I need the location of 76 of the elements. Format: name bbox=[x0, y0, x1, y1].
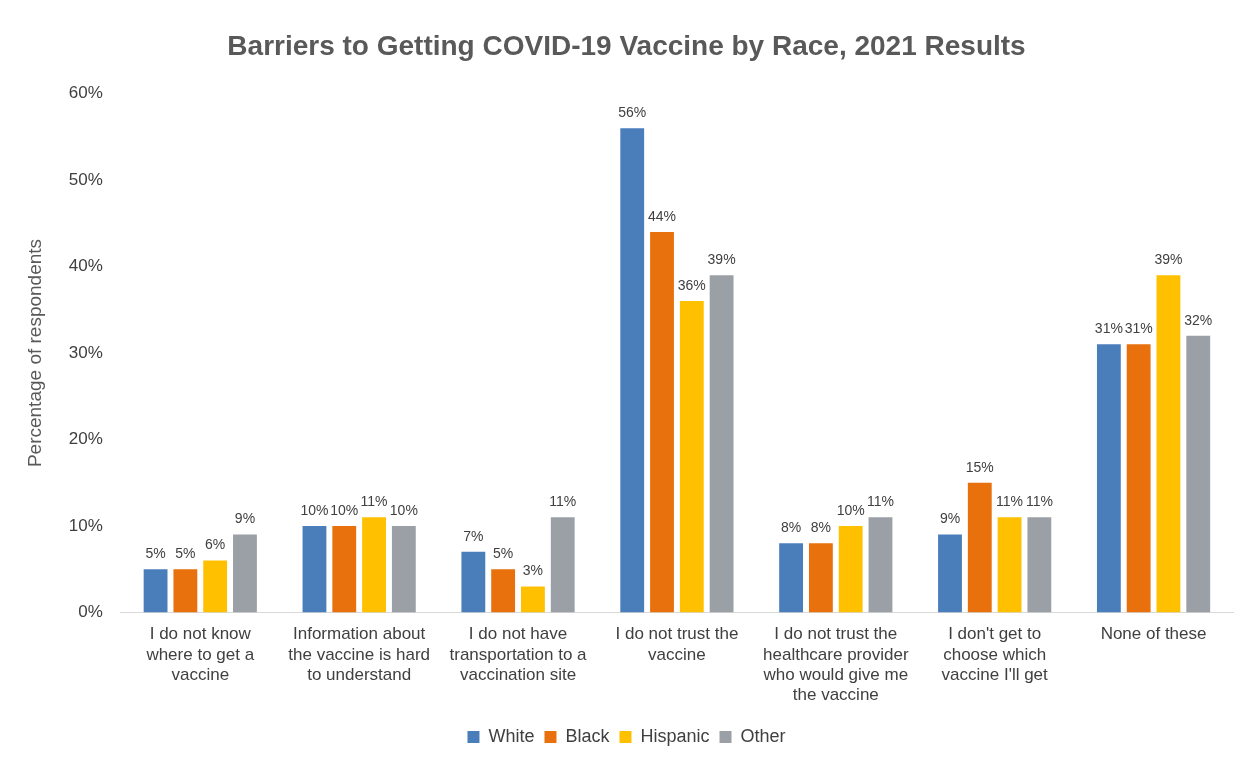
data-label: 9% bbox=[939, 510, 961, 527]
y-tick-label: 60% bbox=[68, 83, 103, 103]
bar bbox=[1126, 344, 1151, 613]
data-label: 11% bbox=[1025, 493, 1053, 510]
data-label: 10% bbox=[330, 501, 359, 518]
data-label: 11% bbox=[549, 493, 577, 510]
x-tick-label: Information about the vaccine is hard to understand bbox=[288, 624, 431, 685]
data-label: 9% bbox=[234, 510, 256, 527]
data-label: 11% bbox=[866, 493, 894, 510]
data-label: 31% bbox=[1124, 320, 1153, 337]
y-tick-label: 0% bbox=[78, 602, 103, 622]
bar bbox=[173, 569, 198, 613]
bar bbox=[461, 551, 486, 613]
bar bbox=[362, 517, 386, 613]
bar bbox=[997, 517, 1022, 613]
data-label: 10% bbox=[300, 501, 329, 518]
chart-title: Barriers to Getting COVID-19 Vaccine by Race, 2021 Results bbox=[227, 29, 1026, 61]
bar bbox=[709, 275, 734, 613]
bar bbox=[491, 569, 516, 613]
bar bbox=[1156, 275, 1181, 613]
bar bbox=[233, 534, 257, 613]
x-tick-label: I do not trust the healthcare provider who would give me the vaccine bbox=[762, 624, 909, 705]
x-tick-label: I do not know where to get a vaccine bbox=[145, 624, 255, 685]
y-tick-label: 40% bbox=[68, 256, 103, 276]
bar bbox=[650, 231, 674, 613]
data-label: 5% bbox=[493, 545, 514, 562]
x-tick-label: I don't get to choose which vaccine I'll get bbox=[941, 624, 1049, 685]
x-tick-label: I do not have transportation to a vaccination site bbox=[449, 624, 588, 685]
bar bbox=[620, 128, 645, 613]
bar bbox=[679, 301, 704, 613]
data-label: 44% bbox=[648, 207, 677, 224]
y-tick-label: 10% bbox=[68, 515, 103, 535]
data-label: 32% bbox=[1184, 311, 1213, 328]
bar bbox=[521, 586, 545, 613]
bar bbox=[838, 525, 863, 613]
data-label: 36% bbox=[677, 276, 706, 293]
bar bbox=[1186, 335, 1211, 613]
y-tick-label: 20% bbox=[68, 429, 103, 449]
data-label: 31% bbox=[1094, 320, 1123, 337]
bar bbox=[391, 525, 416, 613]
bar bbox=[550, 517, 575, 613]
bar bbox=[302, 525, 327, 613]
data-label: 39% bbox=[1154, 251, 1183, 268]
data-label: 10% bbox=[836, 501, 865, 518]
data-label: 3% bbox=[522, 562, 544, 579]
data-label: 8% bbox=[810, 519, 832, 536]
bar bbox=[779, 543, 804, 613]
data-label: 7% bbox=[463, 527, 484, 544]
bar bbox=[1027, 517, 1052, 613]
data-label: 5% bbox=[175, 545, 196, 562]
data-label: 11% bbox=[360, 493, 388, 510]
data-label: 5% bbox=[145, 545, 166, 562]
data-label: 15% bbox=[965, 458, 994, 475]
bar bbox=[967, 482, 992, 613]
bar bbox=[808, 543, 833, 613]
legend-label: White bbox=[488, 725, 535, 746]
y-tick-label: 50% bbox=[68, 169, 103, 189]
bar bbox=[143, 569, 168, 613]
x-tick-label: I do not trust the vaccine bbox=[615, 624, 739, 664]
bar bbox=[332, 525, 357, 613]
bar bbox=[1096, 344, 1121, 613]
data-label: 6% bbox=[205, 536, 226, 553]
data-label: 11% bbox=[996, 493, 1024, 510]
data-label: 39% bbox=[707, 251, 736, 268]
bar bbox=[938, 534, 962, 613]
legend-label: Black bbox=[565, 725, 611, 746]
data-label: 56% bbox=[618, 104, 647, 121]
y-axis-title: Percentage of respondents bbox=[23, 238, 45, 468]
bar bbox=[868, 517, 893, 613]
legend-label: Other bbox=[740, 725, 786, 746]
x-tick-label: None of these bbox=[1100, 624, 1207, 644]
bar bbox=[203, 560, 228, 613]
legend-label: Hispanic bbox=[640, 725, 710, 746]
data-label: 10% bbox=[389, 501, 418, 518]
data-label: 8% bbox=[780, 519, 802, 536]
y-tick-label: 30% bbox=[68, 342, 103, 362]
